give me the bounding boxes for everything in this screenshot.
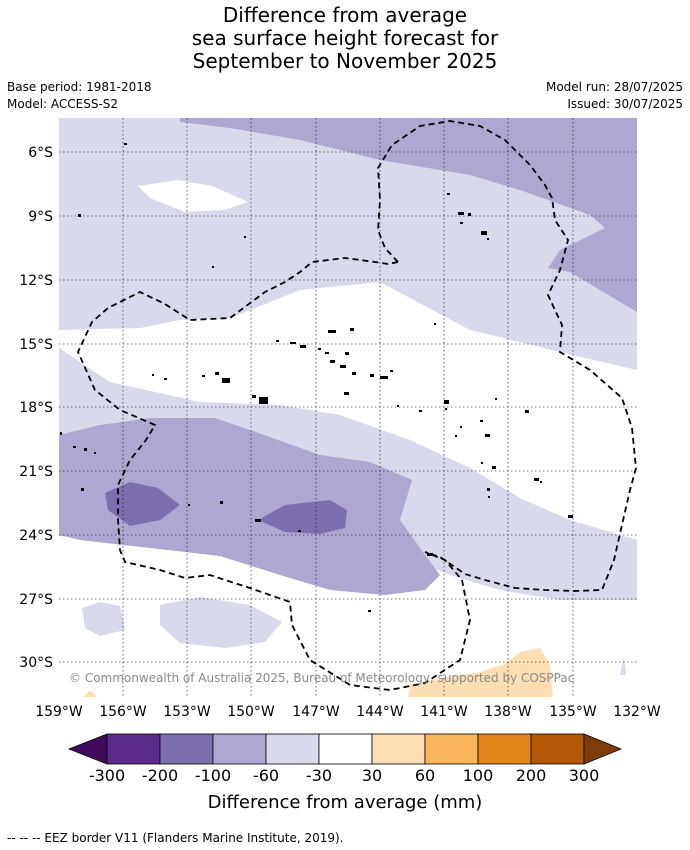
longitude-labels: 159°W 156°W 153°W 150°W 147°W 144°W 141°…	[35, 704, 661, 720]
band-minus60-lower	[59, 418, 440, 595]
colorbar-extend-min	[67, 733, 108, 765]
colorbar-swatch	[371, 733, 426, 765]
band-minus100-central	[258, 500, 347, 534]
lon-label: 138°W	[484, 704, 532, 720]
meta-left: Base period: 1981-2018 Model: ACCESS-S2	[7, 79, 152, 113]
colorbar-tick-label: 200	[515, 766, 547, 785]
band-zero-hole	[138, 180, 248, 212]
lon-label: 153°W	[163, 704, 211, 720]
map-title: Difference from average sea surface heig…	[0, 4, 690, 73]
lon-label: 144°W	[356, 704, 404, 720]
colorbar-extend-max	[583, 733, 623, 765]
meta-right: Model run: 28/07/2025 Issued: 30/07/2025	[546, 79, 683, 113]
colorbar-swatch	[265, 733, 320, 765]
lat-label: 24°S	[19, 528, 53, 544]
lon-label: 150°W	[227, 704, 275, 720]
islands	[60, 143, 573, 612]
lat-label: 12°S	[19, 273, 53, 289]
lon-label: 147°W	[292, 704, 340, 720]
lat-label: 15°S	[19, 337, 53, 353]
colorbar-tick-label: 300	[568, 766, 600, 785]
model-run: Model run: 28/07/2025	[545, 80, 683, 94]
colorbar-tick-label: -200	[141, 766, 179, 785]
lat-label: 6°S	[28, 145, 53, 161]
issued-date: Issued: 30/07/2025	[567, 97, 683, 111]
band-minus100-west	[105, 482, 180, 526]
colorbar-tick-label: -30	[305, 766, 333, 785]
band-plus30-sw	[84, 690, 97, 697]
anomaly-fields	[59, 118, 637, 697]
colorbar-swatch	[318, 733, 373, 765]
eez-border-main	[77, 120, 637, 691]
band-minus30-se-sliver	[620, 656, 626, 675]
colorbar-tick-label: -300	[88, 766, 126, 785]
colorbar-tick-label: -60	[252, 766, 280, 785]
band-minus30-sw-2	[160, 597, 282, 648]
lon-label: 156°W	[99, 704, 147, 720]
colorbar-swatch	[530, 733, 585, 765]
lon-label: 132°W	[613, 704, 661, 720]
band-minus30-sw-1	[82, 602, 125, 636]
lat-label: 27°S	[19, 592, 53, 608]
eez-borders	[77, 120, 637, 691]
band-minus60-top	[180, 118, 637, 312]
model-name: Model: ACCESS-S2	[7, 97, 119, 111]
colorbar-tick-label: -100	[194, 766, 232, 785]
map-gridlines	[59, 118, 637, 697]
colorbar-swatch	[159, 733, 214, 765]
base-period: Base period: 1981-2018	[7, 80, 152, 94]
lat-label: 9°S	[28, 209, 53, 225]
lat-label: 21°S	[19, 464, 53, 480]
title-line-2: sea surface height forecast for	[191, 26, 499, 50]
colorbar-swatch	[424, 733, 479, 765]
lon-label: 159°W	[35, 704, 83, 720]
colorbar-title: Difference from average (mm)	[207, 792, 483, 813]
colorbar-swatch	[477, 733, 532, 765]
title-line-1: Difference from average	[222, 3, 468, 27]
colorbar-swatch	[212, 733, 267, 765]
lat-label: 18°S	[19, 400, 53, 416]
title-line-3: September to November 2025	[192, 49, 498, 73]
colorbar-tick-label: 30	[361, 766, 383, 785]
colorbar-tick-label: 60	[414, 766, 436, 785]
copyright-notice: © Commonwealth of Australia 2025, Bureau…	[69, 671, 574, 685]
lon-label: 135°W	[549, 704, 597, 720]
colorbar-swatch	[106, 733, 161, 765]
latitude-labels: 6°S 9°S 12°S 15°S 18°S 21°S 24°S 27°S 30…	[19, 145, 53, 671]
colorbar-tick-label: 100	[462, 766, 494, 785]
eez-legend-note: -- -- -- EEZ border V11 (Flanders Marine…	[7, 831, 344, 845]
lon-label: 141°W	[420, 704, 468, 720]
colorbar	[67, 733, 623, 765]
band-plus30-south	[408, 648, 553, 697]
lat-label: 30°S	[19, 655, 53, 671]
